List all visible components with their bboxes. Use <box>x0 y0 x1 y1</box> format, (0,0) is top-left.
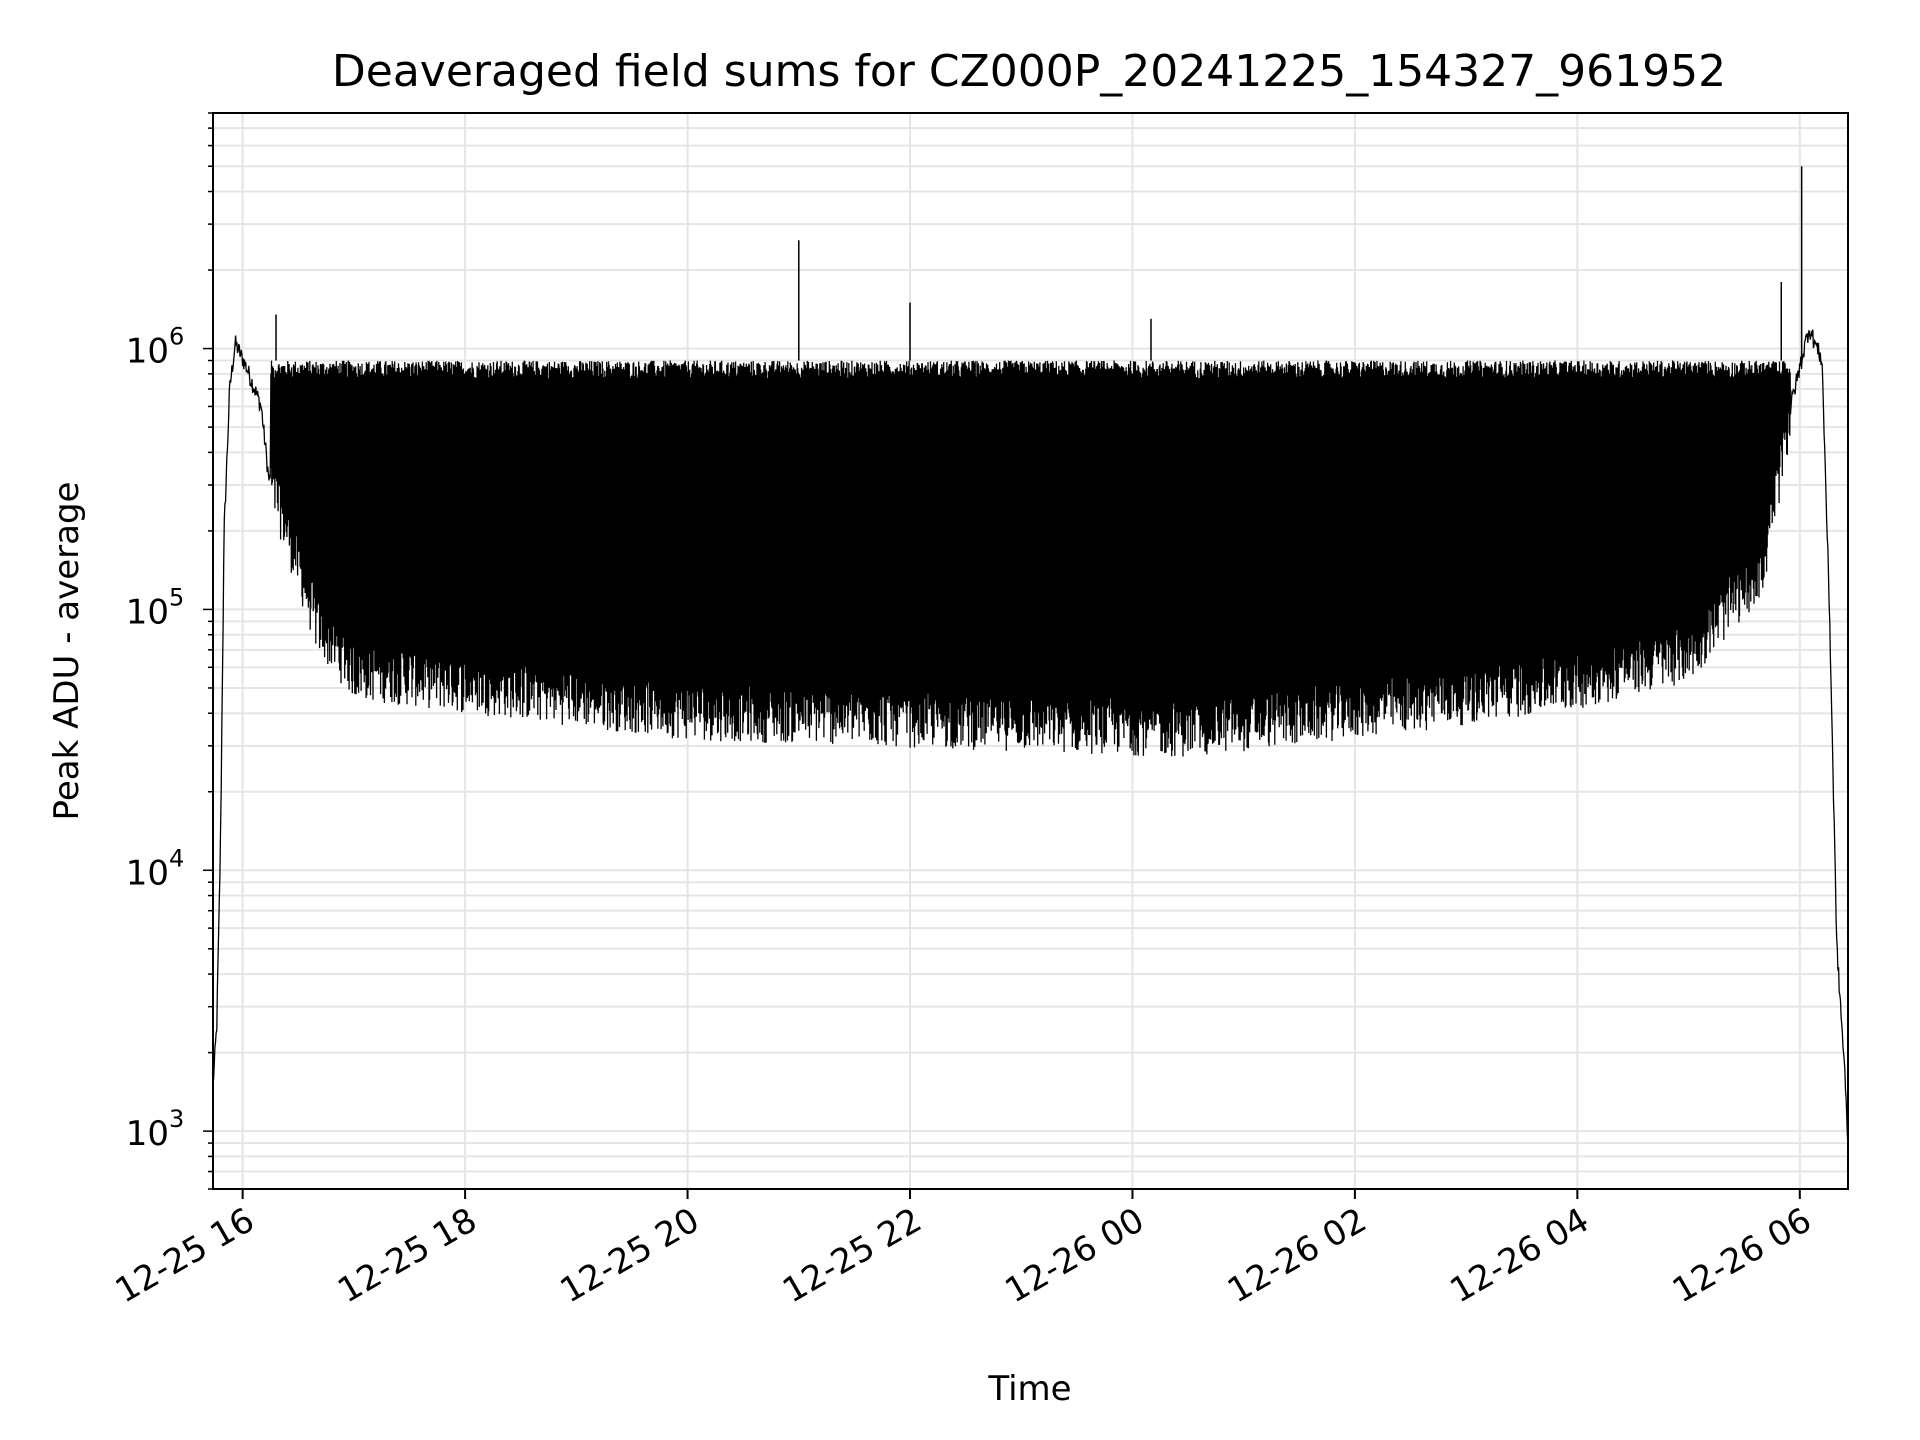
y-tick-label: 10 3 <box>126 1105 185 1154</box>
series-layer <box>212 166 1849 1146</box>
y-tick-label: 10 4 <box>126 844 185 893</box>
y-tick-label: 10 5 <box>126 583 185 632</box>
y-tick-label: 10 6 <box>126 323 185 372</box>
x-axis-label: Time <box>987 1369 1071 1409</box>
y-tick-label-base: 10 <box>126 1114 169 1154</box>
y-tick-label-base: 10 <box>126 332 169 372</box>
y-axis-label: Peak ADU - average <box>47 482 87 821</box>
chart-title: Deaveraged field sums for CZ000P_2024122… <box>332 46 1726 97</box>
y-tick-label-base: 10 <box>126 592 169 632</box>
y-tick-label-exponent: 6 <box>169 323 184 351</box>
y-tick-label-exponent: 4 <box>169 844 184 872</box>
series-line-0 <box>212 329 1849 1146</box>
y-tick-label-exponent: 3 <box>169 1105 184 1133</box>
y-tick-label-base: 10 <box>126 853 169 893</box>
y-tick-label-exponent: 5 <box>169 583 184 611</box>
plot-frame <box>212 112 1849 1190</box>
